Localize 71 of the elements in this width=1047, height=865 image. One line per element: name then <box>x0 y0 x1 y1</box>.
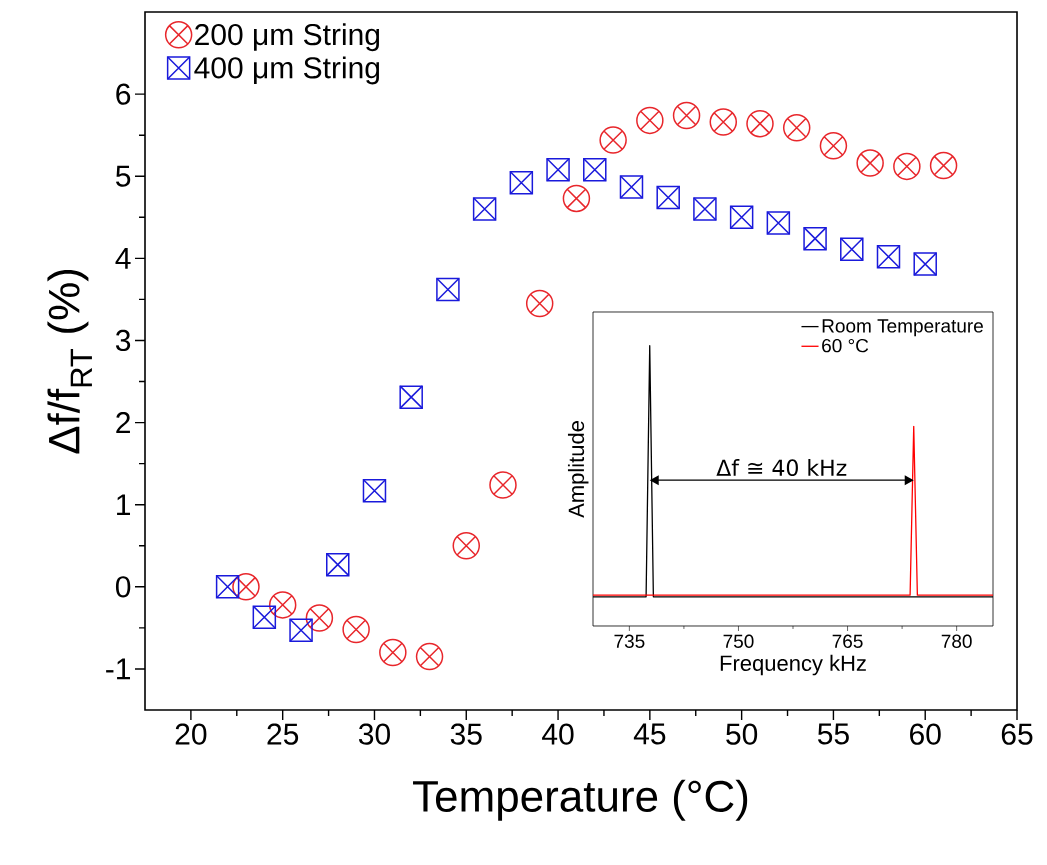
x-tick-label: 30 <box>358 723 390 745</box>
point <box>452 532 481 560</box>
x-tick-label: 50 <box>726 723 758 745</box>
point <box>326 552 350 577</box>
point <box>252 605 277 629</box>
y-axis-title: Amplitude <box>567 421 589 518</box>
point <box>636 106 664 135</box>
point <box>893 152 921 181</box>
point <box>803 226 827 251</box>
point <box>362 478 387 503</box>
point <box>766 211 791 235</box>
legend-label: 400 μm String <box>194 56 380 85</box>
y-tick-label: 6 <box>116 83 131 105</box>
x-tick-label: 780 <box>941 634 972 648</box>
point <box>305 604 334 632</box>
y-tick-label: 0 <box>115 576 131 598</box>
point <box>619 175 644 199</box>
point <box>782 114 811 142</box>
x-tick-label: 45 <box>633 723 666 745</box>
x-tick-label: 65 <box>1001 723 1033 745</box>
point <box>929 151 958 180</box>
point <box>599 126 627 154</box>
point <box>709 108 738 136</box>
legend-label: Room Temperature <box>822 319 983 337</box>
y-tick-label: -1 <box>106 658 131 680</box>
point <box>215 575 240 599</box>
point <box>399 385 423 409</box>
x-tick-label: 55 <box>817 723 849 745</box>
y-axis-title: Δf/f$_{RT}$ (%) <box>47 269 92 454</box>
point <box>746 109 774 138</box>
point <box>876 244 901 269</box>
point <box>342 615 370 644</box>
x-axis-title: Frequency kHz <box>720 654 866 676</box>
annotation: Δf ≅ 40 kHz <box>716 458 847 477</box>
point <box>489 471 517 499</box>
point <box>546 157 570 182</box>
y-tick-label: 5 <box>115 165 131 187</box>
point <box>509 171 534 195</box>
point <box>379 638 407 667</box>
x-tick-label: 40 <box>542 723 574 745</box>
point <box>583 157 607 182</box>
x-tick-label: 35 <box>450 723 482 745</box>
point <box>289 618 313 643</box>
x-tick-label: 750 <box>723 634 754 648</box>
x-axis-title: Temperature (°C) <box>413 779 748 821</box>
x-tick-label: 25 <box>267 723 299 745</box>
x-tick-label: 60 <box>910 723 941 745</box>
x-tick-label: 20 <box>175 723 207 745</box>
y-tick-label: 1 <box>117 494 131 516</box>
point <box>913 252 937 276</box>
point <box>656 185 680 210</box>
point <box>268 591 297 619</box>
point <box>525 289 554 318</box>
point <box>729 205 754 230</box>
legend-label: 200 μm String <box>195 23 380 52</box>
y-tick-label: 3 <box>115 329 131 352</box>
point <box>840 237 864 262</box>
y-tick-label: 4 <box>115 248 131 269</box>
point <box>415 642 444 671</box>
point <box>472 197 497 221</box>
point <box>819 132 848 160</box>
point <box>562 184 591 213</box>
point <box>856 149 884 177</box>
point <box>232 573 260 601</box>
x-tick-label: 765 <box>832 634 863 648</box>
x-tick-label: 735 <box>614 634 645 648</box>
point <box>693 197 717 221</box>
point <box>436 277 460 302</box>
point <box>672 101 701 130</box>
y-tick-label: 2 <box>116 412 130 434</box>
legend-label: 60 °C <box>822 338 869 353</box>
